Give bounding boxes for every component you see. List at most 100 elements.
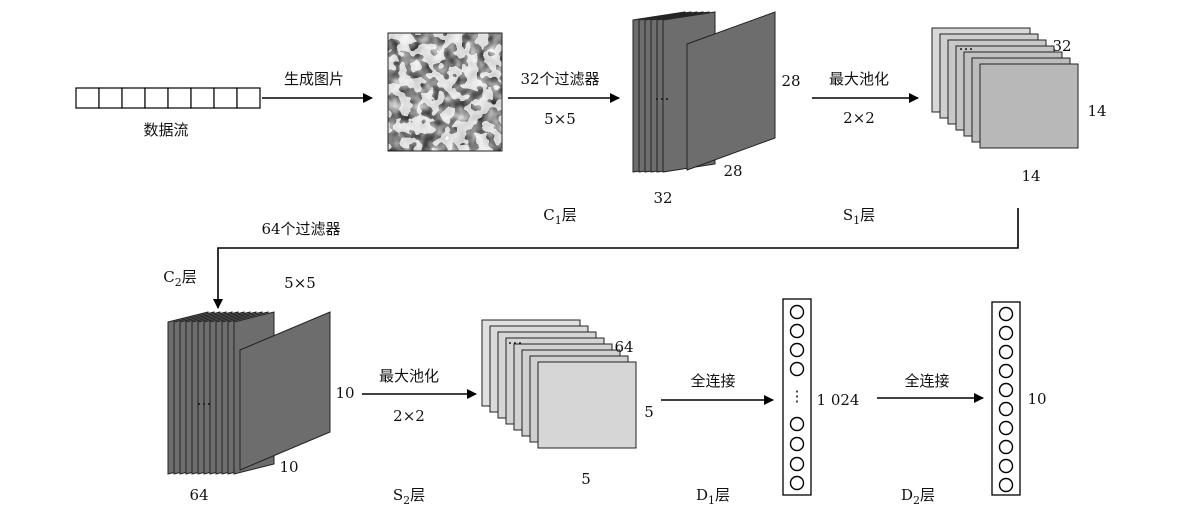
input-cell (167, 87, 192, 109)
arrow-pool2-label-bottom: 2×2 (393, 407, 425, 425)
s2-suffix: 层 (410, 486, 425, 504)
input-cell (236, 87, 261, 109)
arrow-conv2-label: 64个过滤器 (261, 220, 340, 238)
input-cell (98, 87, 123, 109)
c1-feature-map-stack (632, 11, 776, 173)
c1-sub: 1 (555, 214, 562, 227)
d2-neuron (998, 420, 1014, 436)
arrow-pool1-label-bottom: 2×2 (843, 109, 875, 127)
d1-neuron (789, 323, 805, 339)
c2-name: C (163, 268, 174, 286)
d1-sub: 1 (708, 494, 715, 507)
d2-neuron (998, 382, 1014, 398)
arrow-conv2: 64个过滤器 (213, 208, 1019, 309)
c1-layer-name: C1层 (543, 206, 577, 227)
s2-name: S (393, 486, 403, 504)
d1-suffix: 层 (715, 486, 730, 504)
c2-layer-name: C2层 (163, 268, 197, 289)
s1-suffix: 层 (860, 206, 875, 224)
c1-layer: … 28 28 32 C1层 (543, 11, 801, 227)
input-cells (75, 87, 261, 109)
d2-layer: 10 D2层 (901, 301, 1047, 507)
d2-name: D (901, 486, 913, 504)
s1-width-label: 14 (1021, 167, 1040, 185)
arrow-pool2: 最大池化 2×2 (362, 367, 477, 425)
generated-image-border (387, 32, 503, 152)
d1-neuron (789, 475, 805, 491)
c1-depth-label: 32 (653, 189, 672, 207)
s1-sub: 1 (853, 214, 860, 227)
d1-neuron (789, 342, 805, 358)
d2-neuron (998, 325, 1014, 341)
d2-neuron (998, 363, 1014, 379)
c1-suffix: 层 (562, 206, 577, 224)
input-cell (190, 87, 215, 109)
d2-neuron (998, 306, 1014, 322)
d2-neuron (998, 344, 1014, 360)
s1-name: S (843, 206, 853, 224)
arrow-conv1: 32个过滤器 5×5 (508, 70, 620, 128)
d1-neuron (789, 416, 805, 432)
d2-layer-name: D2层 (901, 486, 935, 507)
s1-feature-map (979, 63, 1079, 149)
d1-neuron (789, 361, 805, 377)
arrow-conv2-line (213, 208, 1019, 309)
arrow-pool1: 最大池化 2×2 (812, 70, 919, 127)
d2-neuron (998, 439, 1014, 455)
c2-width-label: 10 (279, 458, 298, 476)
d2-neuron (998, 477, 1014, 493)
s1-layer-name: S1层 (843, 206, 875, 227)
c2-ellipsis: … (197, 391, 212, 409)
s1-ellipsis: … (959, 36, 974, 54)
input-cell (213, 87, 238, 109)
s2-height-label: 5 (644, 403, 654, 421)
d2-suffix: 层 (920, 486, 935, 504)
input-cell (75, 87, 100, 109)
s2-width-label: 5 (581, 470, 591, 488)
d2-neuron (998, 401, 1014, 417)
c2-suffix: 层 (182, 268, 197, 286)
d1-name: D (696, 486, 708, 504)
s1-feature-map-stack (931, 27, 1079, 149)
d2-units-label: 10 (1027, 390, 1046, 408)
arrow-fc2-label: 全连接 (904, 372, 949, 390)
generated-image (387, 32, 503, 152)
arrow-conv1-label-bottom: 5×5 (544, 110, 576, 128)
d2-neuron (998, 458, 1014, 474)
arrow-pool1-label-top: 最大池化 (829, 70, 889, 88)
input-data-stream: 数据流 (75, 87, 261, 139)
d1-units-label: 1 024 (817, 391, 860, 409)
input-label: 数据流 (143, 121, 188, 139)
d1-layer-name: D1层 (696, 486, 730, 507)
d1-neuron (789, 456, 805, 472)
arrow-conv1-label-top: 32个过滤器 (520, 70, 599, 88)
arrow-fc2: 全连接 (877, 372, 984, 403)
c2-height-label: 10 (335, 384, 354, 402)
s1-depth-label: 32 (1052, 37, 1071, 55)
c2-sub: 2 (175, 276, 182, 289)
arrow-fc1-label: 全连接 (690, 372, 735, 390)
s2-sub: 2 (403, 494, 410, 507)
d1-vellipsis: ⋮ (790, 387, 805, 405)
s2-feature-map-stack (481, 319, 637, 449)
c1-ellipsis: … (655, 86, 670, 104)
c1-width-label: 28 (723, 162, 742, 180)
c2-kernel-label: 5×5 (284, 274, 316, 292)
d1-neurons (789, 304, 805, 491)
c2-layer: C2层 5×5 … 10 10 64 (163, 268, 354, 504)
d1-neuron (789, 304, 805, 320)
c1-height-label: 28 (781, 72, 800, 90)
generated-image-noise (388, 33, 502, 151)
c1-name: C (543, 206, 554, 224)
arrow-pool2-label-top: 最大池化 (379, 367, 439, 385)
s1-height-label: 14 (1087, 102, 1106, 120)
s2-feature-map (537, 361, 637, 449)
c2-feature-map-stack (167, 311, 331, 475)
arrow-generate-label: 生成图片 (284, 70, 344, 88)
s2-ellipsis: … (508, 330, 523, 348)
d1-neuron (789, 436, 805, 452)
input-cell (144, 87, 169, 109)
d2-neurons (998, 306, 1014, 493)
s2-layer-name: S2层 (393, 486, 425, 507)
